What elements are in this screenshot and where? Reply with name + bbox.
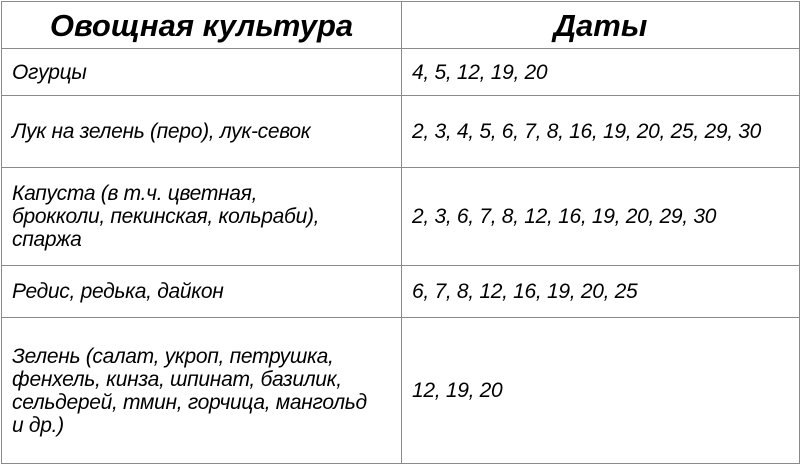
table-row: Зелень (салат, укроп, петрушка, фенхель,… <box>1 317 800 464</box>
crop-cell: Капуста (в т.ч. цветная, брокколи, пекин… <box>1 167 402 266</box>
header-dates: Даты <box>401 1 800 49</box>
dates-cell: 2, 3, 6, 7, 8, 12, 16, 19, 20, 29, 30 <box>401 167 800 266</box>
header-row: Овощная культура Даты <box>1 1 800 49</box>
table-row: Лук на зелень (перо), лук-севок 2, 3, 4,… <box>1 95 800 168</box>
dates-cell: 2, 3, 4, 5, 6, 7, 8, 16, 19, 20, 25, 29,… <box>401 95 800 168</box>
crop-cell: Редис, редька, дайкон <box>1 265 402 318</box>
header-crop: Овощная культура <box>1 1 402 49</box>
crop-cell: Лук на зелень (перо), лук-севок <box>1 95 402 168</box>
dates-cell: 12, 19, 20 <box>401 317 800 464</box>
crop-cell: Зелень (салат, укроп, петрушка, фенхель,… <box>1 317 402 464</box>
crop-cell: Огурцы <box>1 48 402 96</box>
table-row: Огурцы 4, 5, 12, 19, 20 <box>1 48 800 96</box>
table-row: Капуста (в т.ч. цветная, брокколи, пекин… <box>1 167 800 266</box>
dates-cell: 6, 7, 8, 12, 16, 19, 20, 25 <box>401 265 800 318</box>
dates-cell: 4, 5, 12, 19, 20 <box>401 48 800 96</box>
table-row: Редис, редька, дайкон 6, 7, 8, 12, 16, 1… <box>1 265 800 318</box>
